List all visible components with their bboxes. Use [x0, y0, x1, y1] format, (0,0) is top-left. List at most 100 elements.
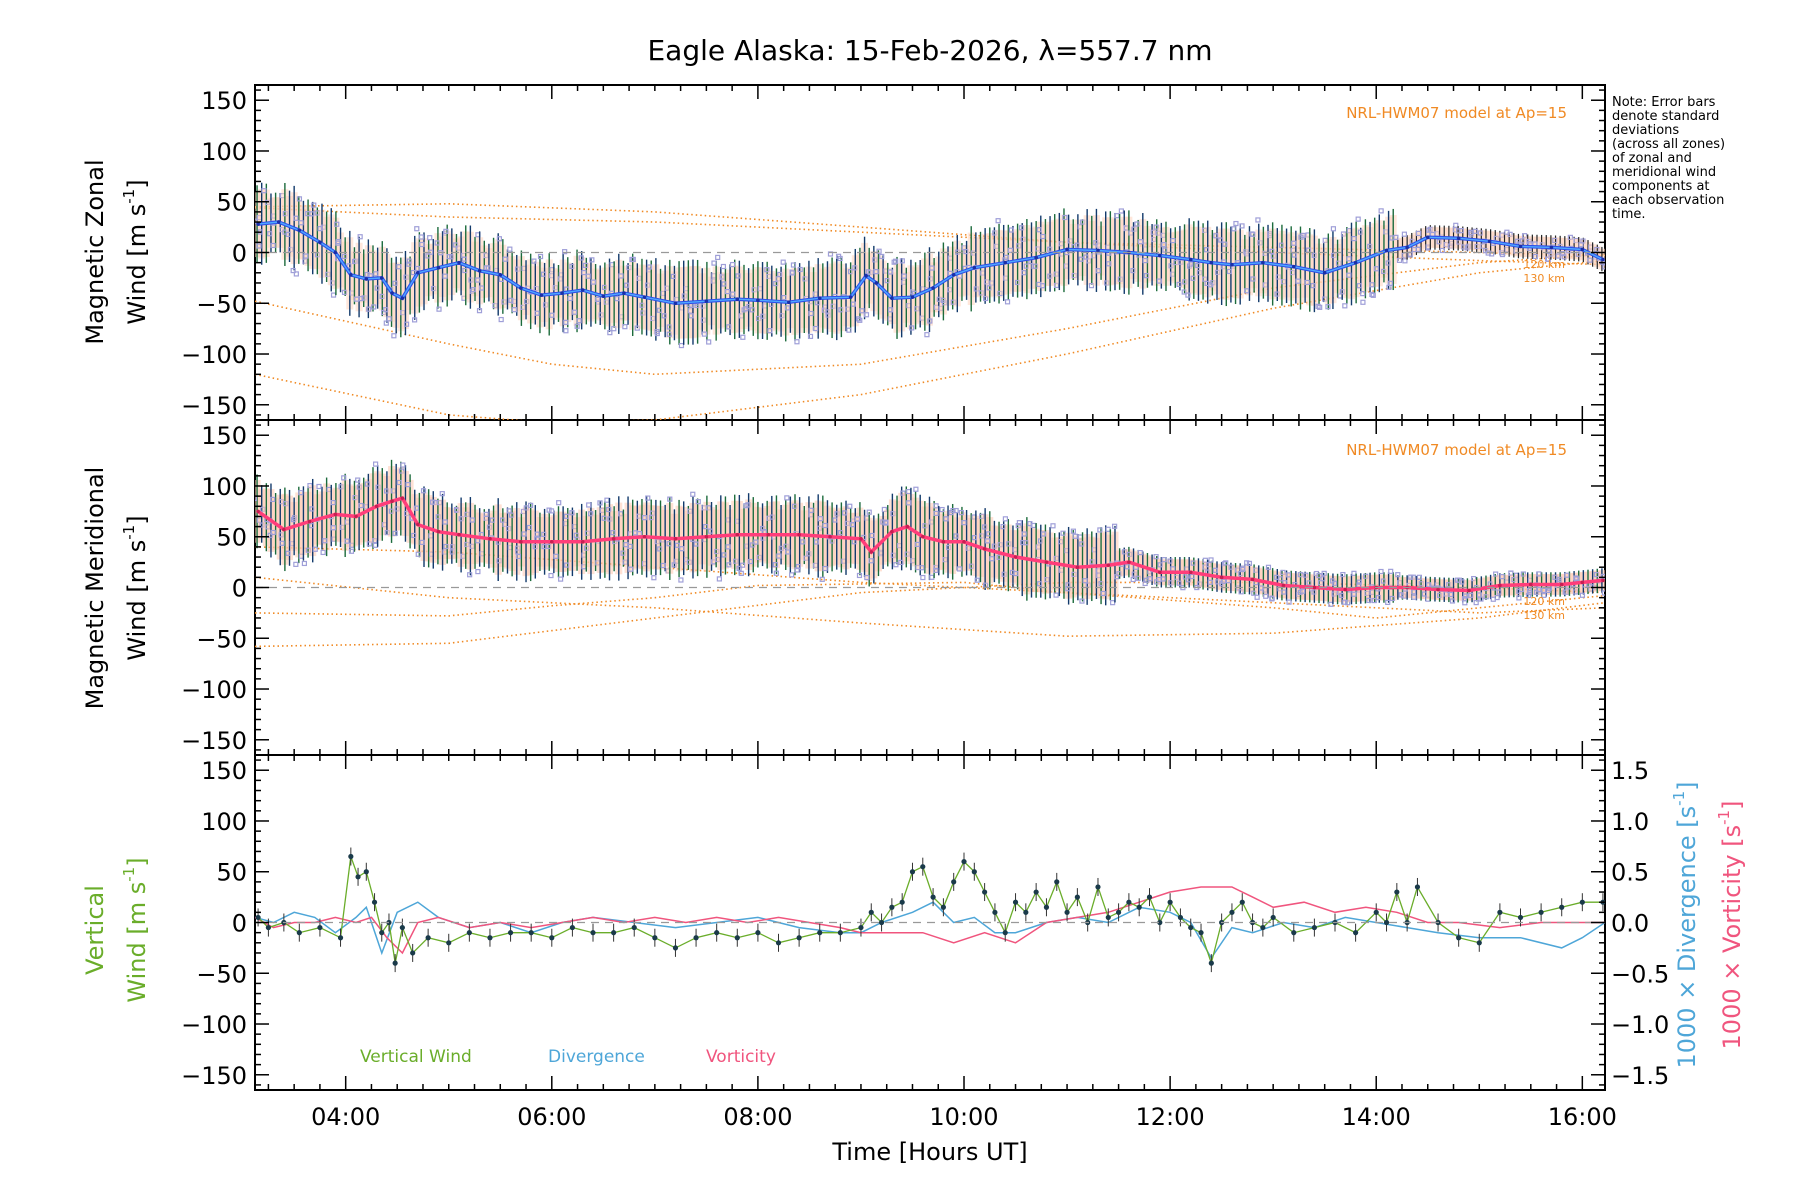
data-point-meridional: [704, 534, 709, 539]
zone-point-meridional: [958, 510, 964, 516]
note-line-8: each observation: [1612, 193, 1724, 208]
vertical-wind-point: [1208, 960, 1214, 966]
zone-point-meridional: [483, 511, 489, 517]
vertical-wind-point: [909, 869, 916, 875]
zone-point-zonal: [1300, 232, 1306, 239]
zone-point-zonal: [1233, 220, 1239, 227]
data-point-zonal: [498, 273, 503, 277]
zone-point-zonal: [1477, 230, 1483, 236]
vertical-wind-point: [1136, 904, 1142, 910]
zone-point-meridional: [419, 539, 425, 545]
zone-point-meridional: [1040, 531, 1047, 537]
zone-point-meridional: [355, 477, 361, 483]
zone-point-zonal: [661, 313, 667, 319]
zone-point-zonal: [730, 291, 736, 297]
zone-point-zonal: [290, 267, 296, 274]
vertical-wind-point: [487, 935, 493, 941]
data-point-zonal: [864, 274, 868, 278]
zone-point-meridional: [1378, 568, 1384, 575]
zone-point-meridional: [1239, 566, 1246, 573]
right-y-tick-label: 0.5: [1611, 859, 1649, 887]
data-point-meridional: [580, 540, 585, 544]
data-point-meridional: [1601, 578, 1605, 583]
data-point-zonal: [1096, 248, 1100, 253]
zone-point-meridional: [642, 515, 648, 521]
note-line-4: (across all zones): [1612, 137, 1725, 152]
vorticity-axis-label-text: 1000 × Vorticity [s: [1718, 825, 1746, 1050]
data-point-meridional: [400, 496, 405, 500]
zone-point-meridional: [1499, 574, 1505, 580]
zone-point-meridional: [270, 529, 276, 536]
vertical-wind-point: [889, 904, 895, 910]
zone-point-zonal: [392, 280, 398, 286]
zone-point-meridional: [366, 541, 372, 547]
zone-point-meridional: [442, 519, 448, 525]
zone-point-meridional: [866, 509, 872, 515]
svg-text:1000 × Vorticity [s-1]: 1000 × Vorticity [s-1]: [1715, 801, 1746, 1050]
zone-point-meridional: [822, 522, 828, 529]
zone-point-zonal: [414, 226, 420, 232]
zone-point-meridional: [1281, 589, 1287, 595]
data-point-zonal: [457, 260, 461, 265]
zone-point-zonal: [706, 339, 712, 345]
zone-point-meridional: [1110, 600, 1116, 606]
zone-point-zonal: [540, 271, 547, 277]
zone-point-zonal: [1106, 261, 1112, 267]
zone-point-zonal: [1003, 254, 1010, 260]
data-point-meridional: [611, 536, 616, 541]
zone-point-meridional: [953, 507, 959, 514]
zone-point-zonal: [412, 317, 418, 323]
zone-point-meridional: [1473, 600, 1479, 606]
vertical-ylabel-sup: -1: [120, 867, 138, 882]
zone-point-meridional: [883, 520, 889, 526]
zone-point-zonal: [436, 306, 442, 312]
data-point-zonal: [400, 296, 405, 300]
y-tick-label-vertical: −100: [181, 1011, 247, 1039]
zone-point-zonal: [1137, 239, 1144, 245]
vertical-wind-point: [837, 930, 843, 936]
vertical-wind-point: [1095, 884, 1101, 890]
vertical-wind-point: [992, 909, 998, 915]
zone-point-zonal: [777, 271, 783, 278]
zone-point-meridional: [430, 499, 436, 505]
vertical-wind-point: [425, 935, 431, 941]
zone-point-zonal: [1161, 242, 1167, 248]
data-point-zonal: [1487, 239, 1492, 244]
data-point-zonal: [539, 293, 544, 297]
data-point-meridional: [1498, 583, 1502, 588]
zone-point-meridional: [312, 546, 318, 552]
zone-point-zonal: [1040, 233, 1046, 240]
zone-point-zonal: [850, 301, 857, 307]
vertical-wind-point: [392, 960, 398, 966]
vertical-wind-point: [363, 869, 369, 875]
zone-point-zonal: [1218, 237, 1224, 243]
zone-point-zonal: [383, 307, 389, 313]
zone-point-zonal: [562, 249, 568, 255]
data-point-zonal: [1384, 248, 1389, 253]
data-point-meridional: [1106, 563, 1111, 567]
zonal-model-label: NRL-HWM07 model at Ap=15: [1346, 104, 1567, 122]
zone-point-meridional: [856, 572, 863, 579]
zone-point-zonal: [614, 296, 620, 302]
zone-point-zonal: [859, 308, 865, 314]
zone-point-meridional: [1070, 528, 1076, 534]
mean-line-meridional: [257, 496, 1604, 593]
zone-point-zonal: [924, 332, 930, 338]
zone-point-meridional: [1351, 591, 1357, 597]
vertical-wind-point: [446, 940, 452, 946]
zone-point-zonal: [406, 261, 412, 267]
zone-point-zonal: [1226, 268, 1232, 275]
data-point-meridional: [828, 534, 832, 539]
zone-point-meridional: [588, 511, 594, 517]
zone-point-meridional: [747, 558, 753, 565]
zone-point-zonal: [317, 226, 323, 232]
zone-point-zonal: [1555, 253, 1561, 259]
zone-point-meridional: [1371, 597, 1377, 604]
vertical-wind-point: [348, 853, 354, 860]
zone-point-zonal: [1250, 231, 1256, 237]
zone-point-zonal: [578, 255, 584, 261]
zone-point-meridional: [869, 532, 875, 539]
zone-point-meridional: [396, 479, 402, 486]
data-point-zonal: [1188, 257, 1193, 262]
plot-layer: [255, 182, 1605, 973]
